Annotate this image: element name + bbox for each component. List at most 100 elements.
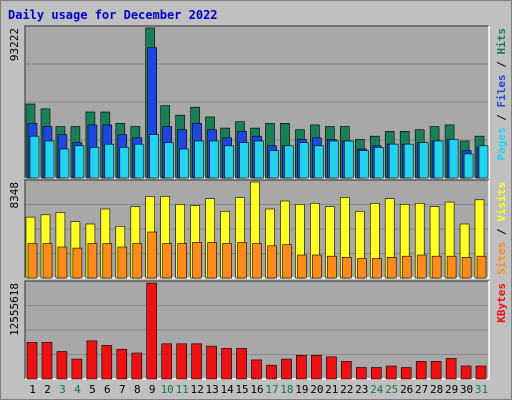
bar-kbytes	[86, 340, 98, 380]
x-tick-label: 25	[385, 383, 398, 396]
x-tick-label: 20	[310, 383, 323, 396]
bar-sites	[371, 258, 382, 279]
bar-kbytes	[26, 341, 38, 380]
legend-item: Files	[495, 74, 508, 107]
bar-sites	[386, 256, 397, 279]
bar-sites	[252, 243, 262, 279]
bar-pages	[418, 142, 429, 179]
bar-sites	[356, 258, 367, 279]
bar-sites	[177, 243, 187, 279]
bar-sites	[162, 243, 172, 279]
x-tick-label: 18	[280, 383, 293, 396]
x-tick-label: 11	[176, 383, 189, 396]
bar-pages	[299, 142, 309, 179]
bar-kbytes	[475, 365, 487, 380]
legend-item: /	[495, 108, 508, 128]
x-tick-label: 16	[250, 383, 263, 396]
bar-kbytes	[56, 351, 68, 380]
bar-pages	[403, 143, 414, 179]
bar-kbytes	[460, 365, 472, 380]
x-tick-label: 28	[430, 383, 443, 396]
bar-kbytes	[146, 282, 157, 380]
legend-item: /	[495, 222, 508, 242]
bar-kbytes	[206, 345, 217, 380]
bar-sites	[237, 242, 247, 279]
bar-sites	[42, 243, 53, 279]
x-tick-label: 31	[475, 383, 488, 396]
x-tick-label: 15	[235, 383, 248, 396]
bar-pages	[284, 145, 294, 179]
x-tick-label: 24	[370, 383, 384, 396]
plot-border-dark	[24, 280, 489, 379]
x-tick-label: 10	[161, 383, 174, 396]
bar-sites	[446, 255, 457, 279]
x-tick-label: 7	[119, 383, 126, 396]
bar-kbytes	[296, 354, 307, 380]
bar-kbytes	[430, 361, 442, 380]
bar-sites	[72, 247, 83, 279]
bar-kbytes	[236, 348, 247, 380]
bar-pages	[104, 143, 115, 179]
bar-sites	[431, 255, 442, 279]
bar-pages	[179, 148, 189, 179]
chart-panel-2: 8348 Sites / Visits	[8, 179, 508, 279]
bar-sites	[461, 256, 472, 279]
bar-sites	[341, 256, 352, 279]
bar-pages	[209, 140, 219, 179]
bar-kbytes	[191, 343, 202, 380]
bar-sites	[327, 255, 337, 279]
bar-sites	[297, 254, 307, 279]
bar-pages	[329, 140, 339, 179]
y-axis-max-label: 8348	[8, 182, 21, 209]
legend: Pages / Files / Hits	[495, 28, 508, 161]
legend-item: /	[495, 55, 508, 75]
bar-sites	[102, 243, 113, 279]
legend-item: Hits	[495, 28, 508, 55]
x-tick-label: 5	[89, 383, 96, 396]
plot-border-dark	[24, 179, 489, 278]
bar-sites	[416, 254, 427, 279]
bar-pages	[269, 150, 279, 179]
bar-kbytes	[221, 348, 232, 380]
bar-pages	[358, 150, 369, 179]
x-tick-label: 26	[400, 383, 413, 396]
bar-pages	[478, 145, 489, 179]
chart-title: Daily usage for December 2022	[8, 8, 218, 22]
bar-kbytes	[311, 354, 322, 380]
bar-sites	[132, 243, 143, 279]
bar-kbytes	[355, 367, 367, 380]
x-tick-label: 6	[104, 383, 111, 396]
bar-pages	[373, 147, 384, 179]
legend-item: Pages	[495, 127, 508, 160]
bar-pages	[29, 135, 40, 179]
bar-pages	[254, 140, 264, 179]
bar-sites	[27, 243, 38, 279]
x-tick-label: 1	[29, 383, 36, 396]
bar-pages	[343, 140, 354, 179]
bar-kbytes	[445, 358, 457, 380]
bar-pages	[89, 147, 100, 179]
x-tick-label: 2	[44, 383, 51, 396]
x-tick-label: 14	[220, 383, 234, 396]
bar-kbytes	[41, 341, 53, 380]
bar-sites	[401, 255, 412, 279]
bar-kbytes	[161, 343, 172, 380]
bar-pages	[314, 145, 324, 179]
bar-sites	[476, 255, 487, 279]
chart-panel-1: 93222 Pages / Files / Hits	[8, 25, 508, 179]
x-tick-label: 12	[190, 383, 203, 396]
bar-kbytes	[340, 361, 352, 380]
bar-pages	[224, 145, 234, 179]
bar-kbytes	[266, 364, 277, 380]
x-tick-label: 4	[74, 383, 81, 396]
bar-pages	[388, 143, 399, 179]
bar-kbytes	[116, 348, 128, 380]
x-tick-label: 23	[355, 383, 368, 396]
bar-pages	[119, 147, 130, 179]
bar-kbytes	[71, 358, 83, 380]
bar-pages	[448, 139, 459, 179]
bar-sites	[267, 245, 277, 279]
bar-pages	[44, 140, 55, 179]
bar-sites	[57, 246, 68, 279]
